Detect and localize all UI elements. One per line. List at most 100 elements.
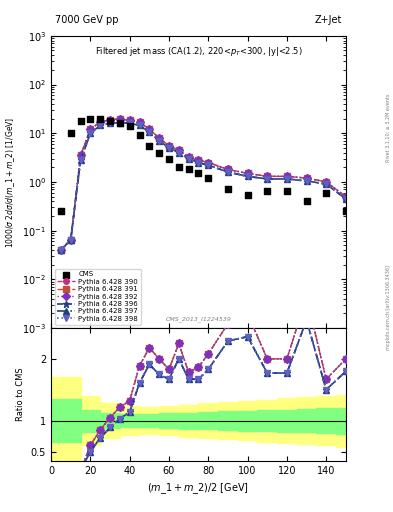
Pythia 6.428 396 [68,237,73,243]
Pythia 6.428 390 [324,179,329,185]
Pythia 6.428 391 [118,116,122,122]
Pythia 6.428 398 [196,159,201,165]
Pythia 6.428 396 [118,120,122,126]
Pythia 6.428 396 [98,122,103,129]
Pythia 6.428 392 [68,237,73,243]
Pythia 6.428 398 [324,181,329,187]
CMS [323,188,329,197]
Pythia 6.428 390 [68,237,73,243]
Pythia 6.428 397 [245,173,250,179]
Pythia 6.428 392 [88,126,93,133]
Pythia 6.428 398 [68,237,73,243]
Pythia 6.428 396 [343,196,348,202]
Pythia 6.428 397 [343,196,348,202]
Pythia 6.428 391 [196,157,201,163]
Pythia 6.428 398 [304,178,309,184]
Pythia 6.428 392 [167,143,171,149]
Pythia 6.428 392 [304,175,309,181]
Pythia 6.428 396 [108,120,112,126]
Pythia 6.428 392 [59,247,63,253]
Y-axis label: $1000/\sigma\;2d\sigma/d(m\_1 + m\_2)$ [1/GeV]: $1000/\sigma\;2d\sigma/d(m\_1 + m\_2)$ [… [4,116,17,248]
Text: Filtered jet mass (CA(1.2), 220<$p_T$<300, |y|<2.5): Filtered jet mass (CA(1.2), 220<$p_T$<30… [95,45,302,58]
Pythia 6.428 392 [343,194,348,200]
Pythia 6.428 396 [265,176,270,182]
Pythia 6.428 396 [226,169,230,175]
Pythia 6.428 392 [78,153,83,159]
Pythia 6.428 396 [137,122,142,129]
Pythia 6.428 390 [196,157,201,163]
Pythia 6.428 396 [167,145,171,151]
Pythia 6.428 396 [196,159,201,165]
Pythia 6.428 391 [206,159,211,165]
Pythia 6.428 392 [186,154,191,160]
Pythia 6.428 390 [88,126,93,133]
Pythia 6.428 392 [245,170,250,177]
CMS [107,117,113,125]
Pythia 6.428 392 [137,119,142,125]
Pythia 6.428 392 [196,157,201,163]
Pythia 6.428 397 [176,150,181,156]
Pythia 6.428 398 [78,157,83,163]
Pythia 6.428 392 [127,117,132,123]
Pythia 6.428 391 [285,173,289,179]
Pythia 6.428 390 [285,173,289,179]
Pythia 6.428 391 [88,126,93,133]
Pythia 6.428 397 [324,181,329,187]
Pythia 6.428 392 [147,126,152,133]
Pythia 6.428 397 [127,120,132,126]
Text: 7000 GeV pp: 7000 GeV pp [55,15,119,25]
Pythia 6.428 397 [196,159,201,165]
CMS [205,174,211,182]
Legend: CMS, Pythia 6.428 390, Pythia 6.428 391, Pythia 6.428 392, Pythia 6.428 396, Pyt: CMS, Pythia 6.428 390, Pythia 6.428 391,… [55,269,141,325]
Pythia 6.428 391 [127,117,132,123]
Pythia 6.428 396 [127,120,132,126]
Pythia 6.428 398 [176,150,181,156]
Pythia 6.428 392 [324,179,329,185]
Pythia 6.428 398 [206,162,211,168]
Pythia 6.428 390 [343,194,348,200]
Pythia 6.428 390 [226,166,230,173]
Pythia 6.428 398 [88,130,93,136]
Pythia 6.428 391 [304,175,309,181]
Pythia 6.428 398 [226,169,230,175]
Pythia 6.428 397 [137,122,142,129]
CMS [156,148,162,157]
Pythia 6.428 391 [167,143,171,149]
Pythia 6.428 391 [147,126,152,133]
CMS [176,163,182,172]
Pythia 6.428 391 [186,154,191,160]
Pythia 6.428 391 [68,237,73,243]
Pythia 6.428 397 [206,162,211,168]
Pythia 6.428 396 [59,247,63,253]
Pythia 6.428 398 [147,129,152,135]
Pythia 6.428 397 [157,138,162,144]
Line: Pythia 6.428 396: Pythia 6.428 396 [57,119,349,253]
Pythia 6.428 396 [78,157,83,163]
CMS [166,155,172,163]
Pythia 6.428 397 [78,157,83,163]
Pythia 6.428 390 [186,154,191,160]
Text: Z+Jet: Z+Jet [314,15,342,25]
CMS [146,142,152,150]
Line: Pythia 6.428 390: Pythia 6.428 390 [58,116,349,253]
Pythia 6.428 392 [176,147,181,153]
Pythia 6.428 391 [265,173,270,179]
Pythia 6.428 397 [68,237,73,243]
Pythia 6.428 396 [206,162,211,168]
Pythia 6.428 397 [186,156,191,162]
Pythia 6.428 397 [167,145,171,151]
Pythia 6.428 391 [245,170,250,177]
Pythia 6.428 398 [108,120,112,126]
CMS [87,115,94,123]
Pythia 6.428 390 [176,147,181,153]
Pythia 6.428 397 [147,129,152,135]
X-axis label: $(m\_1 + m\_2) / 2$ [GeV]: $(m\_1 + m\_2) / 2$ [GeV] [147,481,250,496]
Text: Rivet 3.1.10; ≥ 3.2M events: Rivet 3.1.10; ≥ 3.2M events [386,94,391,162]
Pythia 6.428 397 [265,176,270,182]
Pythia 6.428 390 [157,135,162,141]
Pythia 6.428 397 [226,169,230,175]
Pythia 6.428 391 [59,247,63,253]
Pythia 6.428 396 [285,176,289,182]
CMS [244,190,251,199]
Pythia 6.428 396 [147,129,152,135]
